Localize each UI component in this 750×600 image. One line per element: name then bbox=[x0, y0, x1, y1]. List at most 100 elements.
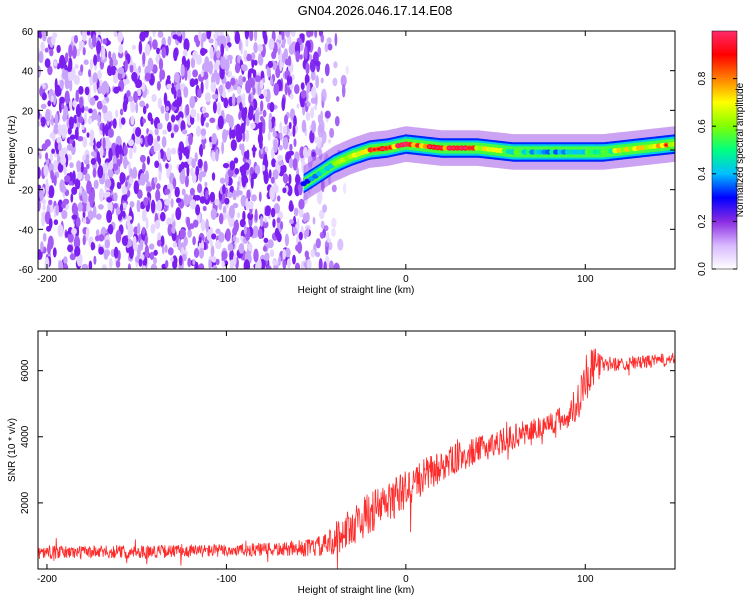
noise-blob bbox=[43, 164, 49, 177]
noise-blob bbox=[187, 229, 192, 238]
noise-blob bbox=[210, 245, 215, 258]
noise-blob bbox=[225, 70, 229, 76]
noise-blob bbox=[98, 234, 105, 242]
noise-blob bbox=[216, 49, 221, 59]
noise-blob bbox=[42, 199, 46, 205]
noise-blob bbox=[100, 145, 104, 158]
noise-blob bbox=[243, 224, 247, 235]
noise-blob bbox=[329, 127, 335, 139]
noise-blob bbox=[250, 122, 256, 129]
noise-blob bbox=[40, 41, 45, 52]
noise-blob bbox=[52, 247, 57, 258]
noise-blob bbox=[151, 94, 157, 102]
noise-blob bbox=[115, 144, 120, 156]
noise-blob bbox=[185, 104, 190, 116]
noise-blob bbox=[247, 200, 254, 210]
noise-blob bbox=[209, 46, 214, 60]
noise-blob bbox=[89, 129, 95, 143]
noise-blob bbox=[132, 144, 137, 154]
noise-blob bbox=[229, 160, 236, 171]
noise-blob bbox=[257, 122, 264, 130]
noise-blob bbox=[167, 154, 171, 161]
noise-blob bbox=[75, 89, 79, 102]
noise-blob bbox=[259, 115, 264, 122]
noise-blob bbox=[139, 239, 144, 251]
noise-blob bbox=[119, 172, 126, 184]
noise-blob bbox=[128, 139, 134, 147]
noise-blob bbox=[57, 124, 63, 137]
noise-blob bbox=[195, 125, 202, 137]
noise-blob bbox=[273, 82, 280, 96]
noise-blob bbox=[158, 170, 162, 182]
noise-blob bbox=[248, 105, 254, 117]
noise-blob bbox=[289, 200, 293, 211]
noise-blob bbox=[305, 111, 311, 121]
spectrogram-noise-layer bbox=[38, 31, 349, 269]
noise-blob bbox=[288, 173, 292, 185]
noise-blob bbox=[202, 143, 206, 150]
noise-blob bbox=[171, 226, 176, 234]
noise-blob bbox=[243, 162, 250, 171]
noise-blob bbox=[225, 172, 229, 186]
noise-blob bbox=[73, 75, 80, 85]
noise-blob bbox=[161, 245, 165, 255]
noise-blob bbox=[158, 58, 164, 71]
noise-blob bbox=[208, 38, 214, 44]
noise-blob bbox=[270, 77, 274, 86]
noise-blob bbox=[106, 110, 113, 122]
noise-blob bbox=[249, 68, 255, 74]
x-tick-label: 0 bbox=[403, 274, 409, 285]
noise-blob bbox=[198, 236, 202, 244]
noise-blob bbox=[244, 31, 250, 40]
noise-blob bbox=[93, 81, 97, 94]
colorbar-tick-label: 0.2 bbox=[697, 214, 708, 228]
noise-blob bbox=[116, 181, 121, 189]
snr-background bbox=[38, 331, 675, 569]
noise-blob bbox=[129, 206, 133, 218]
noise-blob bbox=[189, 96, 196, 109]
noise-blob bbox=[286, 75, 290, 86]
noise-blob bbox=[249, 31, 254, 42]
noise-blob bbox=[144, 43, 151, 56]
noise-blob bbox=[316, 136, 322, 149]
noise-blob bbox=[155, 189, 161, 203]
spectrogram-ridge-layer bbox=[300, 126, 675, 202]
noise-blob bbox=[157, 31, 164, 38]
noise-blob bbox=[202, 63, 207, 72]
noise-blob bbox=[77, 171, 83, 181]
noise-blob bbox=[211, 93, 219, 100]
noise-blob bbox=[146, 155, 150, 165]
noise-blob bbox=[89, 198, 94, 208]
noise-blob bbox=[182, 49, 188, 57]
noise-blob bbox=[146, 186, 153, 192]
noise-blob bbox=[253, 42, 258, 54]
noise-blob bbox=[199, 247, 204, 259]
noise-blob bbox=[54, 113, 59, 127]
noise-blob bbox=[208, 259, 212, 269]
noise-blob bbox=[56, 44, 61, 54]
noise-blob bbox=[84, 86, 90, 96]
noise-blob bbox=[68, 57, 73, 72]
noise-blob bbox=[128, 95, 134, 102]
noise-blob bbox=[287, 35, 292, 46]
noise-blob bbox=[253, 248, 259, 263]
noise-blob bbox=[80, 161, 84, 173]
noise-blob bbox=[342, 182, 347, 195]
noise-blob bbox=[282, 125, 288, 135]
noise-blob bbox=[78, 85, 84, 95]
noise-blob bbox=[218, 232, 225, 243]
noise-blob bbox=[272, 61, 277, 71]
noise-blob bbox=[331, 184, 337, 193]
noise-blob bbox=[137, 88, 142, 97]
noise-blob bbox=[108, 257, 113, 269]
noise-blob bbox=[281, 52, 286, 64]
noise-blob bbox=[98, 246, 104, 255]
noise-blob bbox=[204, 92, 211, 103]
noise-blob bbox=[271, 147, 275, 160]
noise-blob bbox=[186, 164, 190, 177]
noise-blob bbox=[197, 158, 203, 169]
noise-blob bbox=[161, 46, 167, 59]
noise-blob bbox=[120, 117, 126, 125]
noise-blob bbox=[258, 55, 264, 66]
spectrogram-y-axis-label: Frequency (Hz) bbox=[7, 116, 18, 185]
